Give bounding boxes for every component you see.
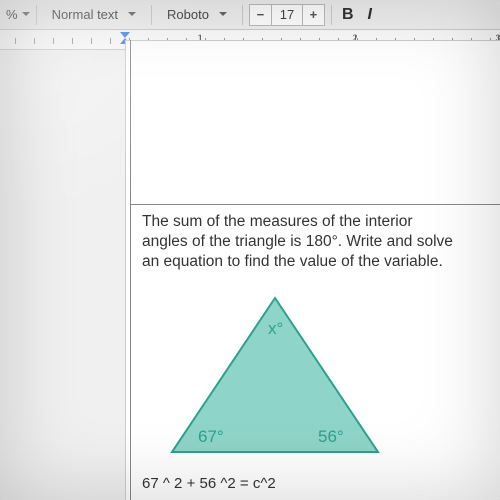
toolbar: % Normal text Roboto − 17 + xyxy=(0,0,500,30)
problem-line: angles of the triangle is 180°. Write an… xyxy=(142,232,490,252)
text-style-label: Normal text xyxy=(52,7,118,22)
ruler-tick xyxy=(110,38,111,44)
table-border-top xyxy=(130,204,500,205)
plus-icon: + xyxy=(310,7,318,22)
ruler-tick xyxy=(91,38,92,44)
chevron-down-icon xyxy=(22,12,30,17)
equation-text: 67 ^ 2 + 56 ^2 = c^2 xyxy=(142,475,276,492)
chevron-down-icon xyxy=(128,12,136,17)
italic-button[interactable]: I xyxy=(364,6,376,24)
zoom-label: % xyxy=(6,7,18,22)
angle-label-apex: x° xyxy=(268,319,283,338)
separator xyxy=(331,5,332,25)
document-area: The sum of the measures of the interior … xyxy=(0,50,500,500)
angle-label-left: 67° xyxy=(198,427,224,446)
ruler-tick xyxy=(53,38,54,44)
separator xyxy=(36,5,37,25)
problem-line: an equation to find the value of the var… xyxy=(142,252,490,272)
bold-label: B xyxy=(342,6,354,24)
zoom-dropdown[interactable]: % xyxy=(6,7,30,22)
ruler-tick xyxy=(15,38,16,44)
triangle-figure: x° 67° 56° xyxy=(160,290,390,465)
separator xyxy=(151,5,152,25)
text-style-dropdown[interactable]: Normal text xyxy=(43,4,145,25)
angle-label-right: 56° xyxy=(318,427,344,446)
italic-label: I xyxy=(368,6,372,24)
increase-font-button[interactable]: + xyxy=(302,4,324,26)
ruler-tick xyxy=(34,38,35,44)
font-size-stepper: − 17 + xyxy=(249,4,325,26)
decrease-font-button[interactable]: − xyxy=(250,4,272,26)
font-family-dropdown[interactable]: Roboto xyxy=(158,4,236,25)
problem-line: The sum of the measures of the interior xyxy=(142,212,490,232)
problem-text: The sum of the measures of the interior … xyxy=(142,212,490,272)
separator xyxy=(242,5,243,25)
ruler-tick xyxy=(72,38,73,44)
font-size-value[interactable]: 17 xyxy=(272,7,302,22)
font-family-label: Roboto xyxy=(167,7,209,22)
table-border-left xyxy=(130,40,131,500)
minus-icon: − xyxy=(257,7,265,22)
bold-button[interactable]: B xyxy=(338,6,358,24)
chevron-down-icon xyxy=(219,12,227,17)
